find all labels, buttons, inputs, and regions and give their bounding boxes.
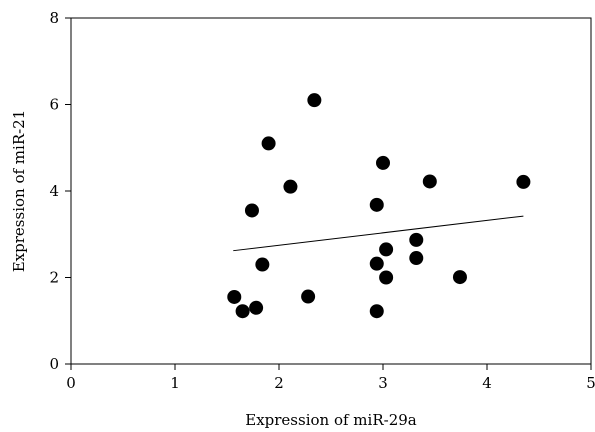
scatter-point <box>255 257 270 272</box>
scatter-point <box>235 304 250 319</box>
y-axis-label: Expression of miR-21 <box>10 110 28 273</box>
scatter-point <box>261 136 276 151</box>
scatter-point <box>409 232 424 247</box>
scatter-point <box>409 251 424 266</box>
x-axis-ticks: 0 1 2 3 4 5 <box>66 364 595 392</box>
x-tick-label: 4 <box>482 374 492 392</box>
scatter-point <box>244 203 259 218</box>
scatter-point <box>227 289 242 304</box>
y-tick-label: 6 <box>49 96 59 114</box>
scatter-point <box>452 270 467 285</box>
x-tick-label: 2 <box>274 374 284 392</box>
y-tick-label: 0 <box>49 355 59 373</box>
scatter-point <box>376 155 390 170</box>
x-tick-label: 1 <box>170 374 180 392</box>
scatter-point <box>369 197 384 212</box>
x-tick-label: 5 <box>586 374 595 392</box>
scatter-point <box>379 270 394 285</box>
y-axis-ticks: 0 2 4 6 8 <box>49 9 71 373</box>
scatter-point <box>379 242 394 257</box>
trend-line-group <box>233 215 524 252</box>
scatter-point <box>283 179 298 194</box>
y-tick-label: 4 <box>49 182 59 200</box>
scatter-point <box>307 93 322 108</box>
scatter-point <box>369 304 384 319</box>
y-tick-label: 2 <box>49 269 59 287</box>
y-tick-label: 8 <box>49 9 59 27</box>
x-tick-label: 3 <box>378 374 388 392</box>
x-axis-label: Expression of miR-29a <box>245 411 417 429</box>
trend-line <box>233 215 524 252</box>
scatter-point <box>369 256 384 271</box>
scatter-point <box>422 174 437 189</box>
data-points <box>227 93 531 319</box>
scatter-point <box>516 174 531 189</box>
scatter-point <box>249 300 264 315</box>
x-tick-label: 0 <box>66 374 76 392</box>
axes <box>70 17 592 365</box>
plot-frame <box>70 17 592 365</box>
scatter-point <box>301 289 316 304</box>
